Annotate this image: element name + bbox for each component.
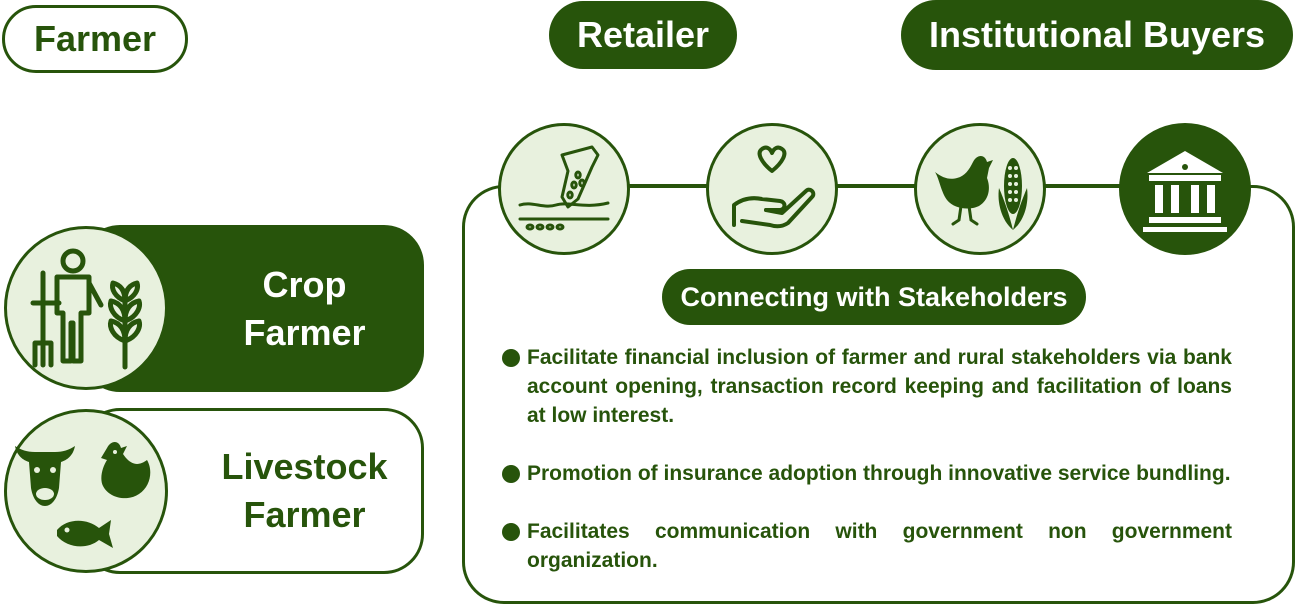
point-text: Facilitate financial inclusion of farmer… [527, 346, 1232, 427]
retailer-tag: Retailer [549, 1, 737, 69]
seed-sowing-icon [498, 123, 630, 255]
point-text: Facilitates communication with governmen… [527, 520, 1232, 572]
bullet-icon [502, 465, 520, 483]
bullet-icon [502, 523, 520, 541]
farmer-tag: Farmer [2, 5, 188, 73]
farmer-with-crop-icon [4, 226, 168, 390]
connector-line [627, 184, 711, 187]
connector-line [1043, 184, 1125, 187]
crop-farmer-label-line2: Farmer [243, 311, 366, 353]
list-item: Promotion of insurance adoption through … [500, 459, 1232, 488]
point-text: Promotion of insurance adoption through … [527, 462, 1231, 485]
livestock-farmer-label-line2: Farmer [243, 494, 366, 535]
bullet-icon [502, 349, 520, 367]
list-item: Facilitate financial inclusion of farmer… [500, 343, 1232, 430]
livestock-farmer-label-line1: Livestock [221, 446, 388, 487]
bank-icon [1119, 123, 1251, 255]
hen-maize-icon [914, 123, 1046, 255]
crop-farmer-label: Crop Farmer [185, 225, 424, 392]
list-item: Facilitates communication with governmen… [500, 517, 1232, 575]
institutional-buyers-tag: Institutional Buyers [901, 0, 1293, 70]
heart-hand-icon [706, 123, 838, 255]
connector-line [835, 184, 919, 187]
connecting-stakeholders-title: Connecting with Stakeholders [662, 269, 1086, 325]
crop-farmer-label-line1: Crop [262, 263, 347, 305]
livestock-icon [4, 409, 168, 573]
livestock-farmer-label: Livestock Farmer [188, 411, 421, 571]
stakeholder-panel [462, 185, 1295, 604]
stakeholder-points-list: Facilitate financial inclusion of farmer… [500, 343, 1232, 604]
